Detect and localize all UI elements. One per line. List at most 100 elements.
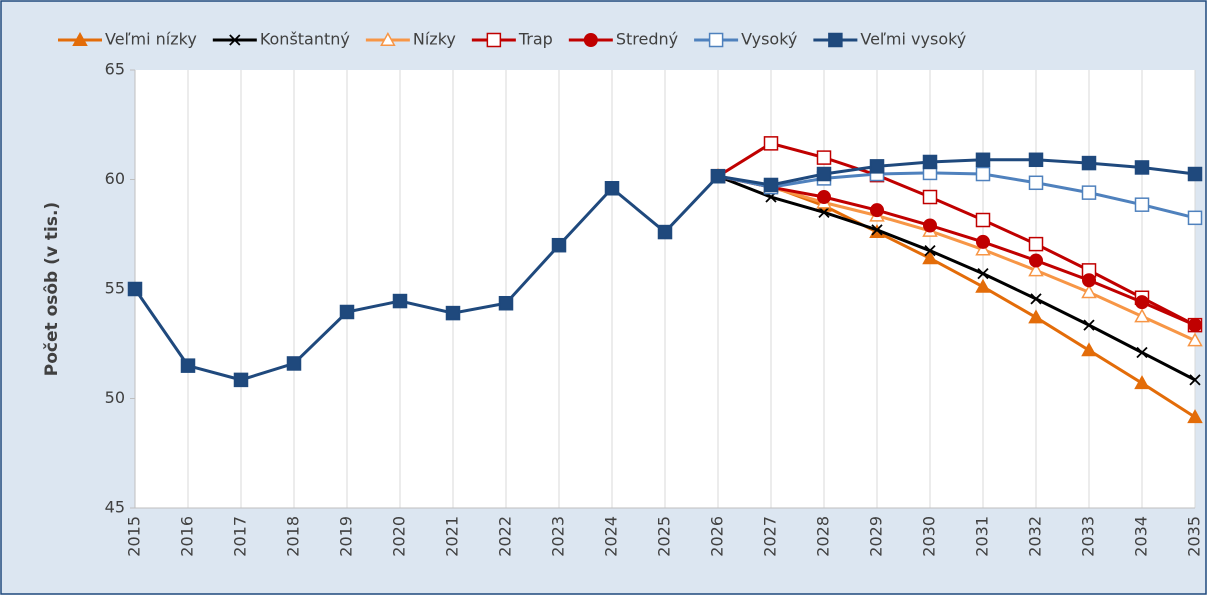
marker: [551, 237, 567, 253]
marker: [657, 224, 673, 240]
marker: [233, 372, 249, 388]
legend-item: Stredný: [568, 30, 678, 49]
legend-label: Veľmi vysoký: [860, 30, 966, 49]
marker: [1081, 185, 1097, 200]
series-line: [717, 174, 1196, 327]
marker: [710, 168, 726, 184]
marker: [924, 245, 936, 257]
marker: [604, 181, 620, 196]
marker: [1028, 175, 1044, 191]
x-tick-label: 2028: [814, 516, 833, 557]
marker: [975, 166, 991, 182]
y-axis-label: Počet osôb (v tis.): [42, 202, 62, 376]
x-tick-label: 2020: [390, 516, 409, 557]
legend-label: Veľmi nízky: [105, 30, 197, 49]
marker: [1188, 318, 1202, 333]
y-tick-label: 65: [105, 60, 125, 79]
x-tick-label: 2026: [708, 516, 727, 557]
x-tick-label: 2033: [1079, 516, 1098, 557]
series-line: [717, 174, 1196, 382]
x-tick-label: 2034: [1132, 516, 1151, 557]
marker: [817, 190, 831, 205]
marker: [1028, 236, 1044, 252]
marker: [1028, 309, 1044, 324]
marker: [708, 32, 724, 48]
marker: [1187, 166, 1203, 182]
legend-label: Konštantný: [260, 30, 350, 49]
x-tick-label: 2016: [178, 516, 197, 557]
marker: [583, 33, 598, 47]
marker: [1135, 295, 1149, 310]
marker: [1081, 284, 1097, 299]
x-tick-label: 2017: [231, 516, 250, 557]
marker: [976, 234, 990, 249]
x-tick-label: 2035: [1185, 516, 1204, 557]
marker: [1029, 253, 1043, 268]
marker: [763, 177, 779, 193]
legend-item: Nízky: [365, 30, 456, 49]
marker: [1134, 375, 1150, 390]
marker: [1187, 332, 1203, 347]
marker: [1081, 342, 1097, 357]
marker: [1028, 152, 1044, 168]
marker: [1189, 374, 1201, 386]
x-tick-label: 2018: [284, 516, 303, 557]
marker: [1134, 197, 1150, 212]
marker: [922, 250, 938, 265]
marker: [923, 218, 937, 233]
marker: [1083, 319, 1095, 331]
series-line: [717, 174, 1196, 342]
marker: [486, 32, 502, 48]
marker: [870, 203, 884, 218]
legend-item: Trap: [471, 30, 553, 49]
marker: [975, 278, 991, 293]
marker: [339, 304, 355, 320]
marker: [975, 241, 991, 256]
marker: [1030, 293, 1042, 305]
marker: [72, 31, 88, 46]
marker: [229, 34, 241, 46]
y-tick-label: 55: [105, 279, 125, 298]
y-tick-label: 50: [105, 388, 125, 407]
marker: [1134, 160, 1150, 175]
legend-label: Vysoký: [741, 30, 797, 49]
marker: [1028, 262, 1044, 277]
marker: [871, 224, 883, 236]
x-tick-label: 2024: [602, 516, 621, 557]
marker: [180, 358, 196, 373]
marker: [922, 154, 938, 170]
marker: [286, 356, 302, 371]
marker: [816, 166, 832, 182]
x-tick-label: 2031: [973, 516, 992, 557]
legend-item: Veľmi nízky: [58, 30, 197, 49]
marker: [1187, 210, 1203, 226]
x-tick-label: 2023: [549, 516, 568, 557]
series-line: [717, 141, 1196, 327]
x-tick-label: 2025: [655, 516, 674, 557]
marker: [869, 159, 885, 174]
marker: [392, 293, 408, 309]
marker: [380, 31, 396, 46]
y-tick-label: 45: [105, 498, 125, 517]
x-tick-label: 2029: [867, 516, 886, 557]
series-line: [717, 171, 1196, 220]
marker: [816, 150, 832, 165]
marker: [1134, 308, 1150, 323]
marker: [828, 32, 843, 48]
marker: [977, 268, 989, 280]
legend-label: Nízky: [413, 30, 456, 49]
legend-label: Stredný: [616, 30, 678, 49]
x-tick-label: 2027: [761, 516, 780, 557]
marker: [922, 189, 938, 205]
marker: [127, 281, 143, 297]
marker: [498, 295, 514, 311]
marker: [1187, 409, 1203, 424]
x-tick-label: 2030: [920, 516, 939, 557]
legend-label: Trap: [518, 30, 553, 49]
marker: [818, 206, 830, 218]
x-tick-label: 2019: [337, 516, 356, 557]
marker: [975, 212, 991, 228]
marker: [1082, 273, 1096, 288]
marker: [763, 136, 779, 151]
